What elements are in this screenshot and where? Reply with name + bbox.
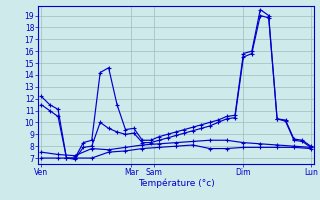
X-axis label: Température (°c): Température (°c) xyxy=(138,179,214,188)
